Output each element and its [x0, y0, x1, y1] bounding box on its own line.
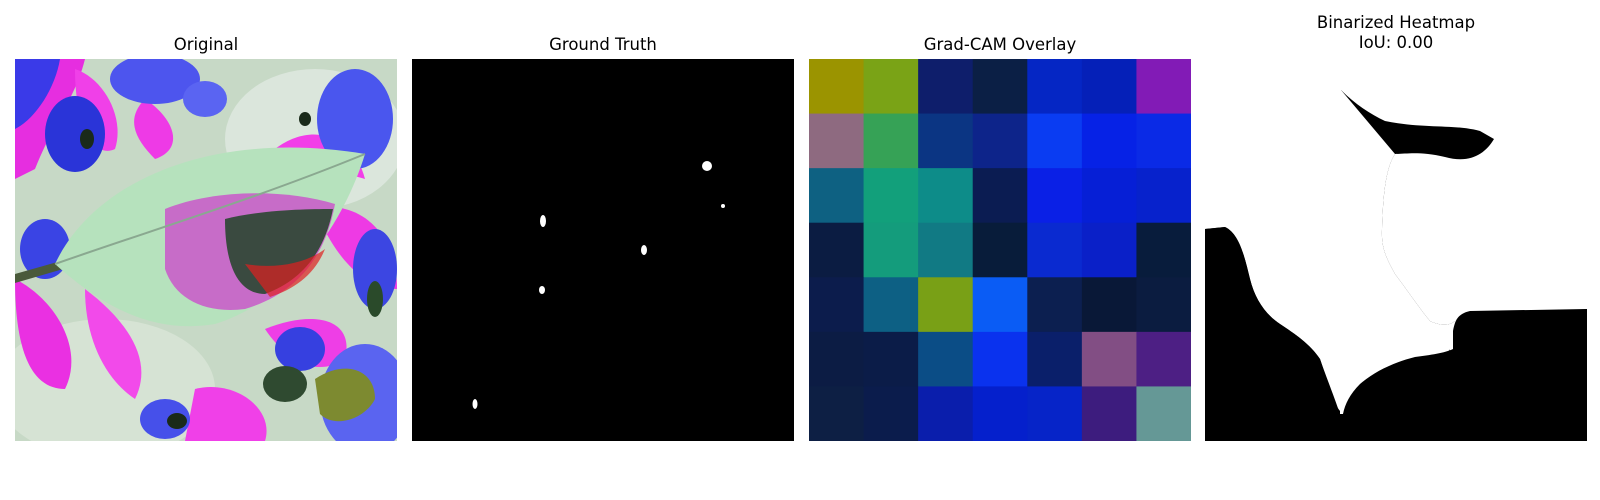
gradcam-cell-5-0 — [809, 331, 865, 387]
gradcam-overlay — [809, 59, 1191, 441]
gradcam-cell-5-1 — [863, 331, 919, 387]
binarized-heatmap-picture — [1205, 59, 1587, 441]
gradcam-cell-2-6 — [1136, 168, 1191, 224]
gradcam-cell-4-2 — [918, 277, 974, 333]
gradcam-cell-2-1 — [863, 168, 919, 224]
gradcam-cell-5-3 — [972, 331, 1028, 387]
gradcam-cell-3-2 — [918, 222, 974, 278]
gradcam-cell-2-5 — [1081, 168, 1137, 224]
gradcam-cell-5-2 — [918, 331, 974, 387]
gradcam-cell-5-4 — [1027, 331, 1083, 387]
gradcam-cell-1-3 — [972, 113, 1028, 169]
gradcam-cell-3-4 — [1027, 222, 1083, 278]
original-image — [15, 59, 397, 441]
gradcam-cell-1-5 — [1081, 113, 1137, 169]
gradcam-cell-3-5 — [1081, 222, 1137, 278]
gradcam-cell-5-6 — [1136, 331, 1191, 387]
gradcam-cell-2-4 — [1027, 168, 1083, 224]
gradcam-cell-0-3 — [972, 59, 1028, 115]
binarized-heatmap — [1205, 59, 1587, 441]
gradcam-cell-6-3 — [972, 386, 1028, 441]
gradcam-cell-6-1 — [863, 386, 919, 441]
original-leaf-picture — [15, 59, 397, 441]
gradcam-cell-0-2 — [918, 59, 974, 115]
gradcam-cell-4-4 — [1027, 277, 1083, 333]
iou-label: IoU: 0.00 — [1358, 33, 1434, 52]
gradcam-cell-3-6 — [1136, 222, 1191, 278]
binarized-title: Binarized Heatmap IoU: 0.00 — [1205, 13, 1587, 53]
gradcam-cell-0-0 — [809, 59, 865, 115]
original-title: Original — [173, 35, 239, 54]
gradcam-cell-6-0 — [809, 386, 865, 441]
ground-truth-title: Ground Truth — [549, 35, 657, 54]
gradcam-cell-4-0 — [809, 277, 865, 333]
gradcam-cell-4-1 — [863, 277, 919, 333]
gradcam-cell-0-5 — [1081, 59, 1137, 115]
gradcam-cell-1-0 — [809, 113, 865, 169]
gradcam-cell-6-4 — [1027, 386, 1083, 441]
gradcam-cell-6-2 — [918, 386, 974, 441]
gradcam-cell-0-1 — [863, 59, 919, 115]
gradcam-cell-3-0 — [809, 222, 865, 278]
gradcam-cell-3-3 — [972, 222, 1028, 278]
gradcam-cell-2-3 — [972, 168, 1028, 224]
gradcam-cell-2-0 — [809, 168, 865, 224]
gradcam-cell-1-1 — [863, 113, 919, 169]
gradcam-cell-4-3 — [972, 277, 1028, 333]
gradcam-cell-0-6 — [1136, 59, 1191, 115]
gradcam-grid — [809, 59, 1191, 441]
gradcam-cell-6-5 — [1081, 386, 1137, 441]
gradcam-cell-5-5 — [1081, 331, 1137, 387]
gradcam-cell-4-6 — [1136, 277, 1191, 333]
ground-truth-mask — [412, 59, 794, 441]
gradcam-cell-1-2 — [918, 113, 974, 169]
gradcam-cell-4-5 — [1081, 277, 1137, 333]
gradcam-cell-1-4 — [1027, 113, 1083, 169]
gradcam-cell-0-4 — [1027, 59, 1083, 115]
gradcam-title: Grad-CAM Overlay — [923, 35, 1077, 54]
ground-truth-mask-picture — [412, 59, 794, 441]
gradcam-cell-2-2 — [918, 168, 974, 224]
gradcam-cell-3-1 — [863, 222, 919, 278]
gradcam-cell-1-6 — [1136, 113, 1191, 169]
gradcam-cell-6-6 — [1136, 386, 1191, 441]
